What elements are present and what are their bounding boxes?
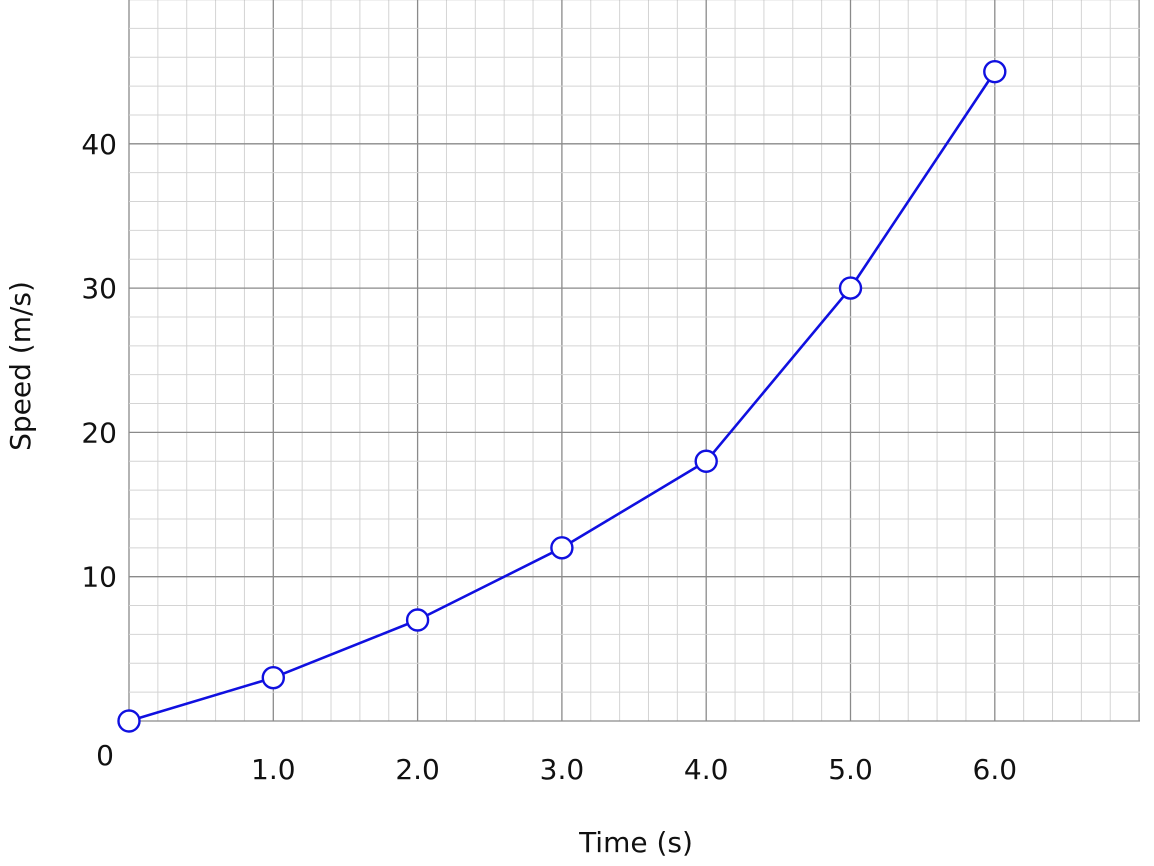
- x-tick-label: 4.0: [684, 753, 729, 786]
- grid: [128, 0, 1140, 722]
- x-tick-label: 2.0: [395, 753, 440, 786]
- y-tick-label: 20: [81, 416, 117, 449]
- origin-label: 0: [96, 739, 114, 772]
- data-point: [405, 608, 430, 632]
- y-tick-labels: 10 20 30 40: [81, 128, 117, 594]
- data-point: [261, 666, 285, 690]
- data-point: [983, 59, 1007, 84]
- y-tick-label: 30: [81, 272, 117, 305]
- data-point: [117, 709, 141, 733]
- x-tick-label: 3.0: [540, 753, 585, 786]
- x-tick-label: 1.0: [251, 753, 296, 786]
- data-series: [117, 59, 1007, 733]
- x-axis-label: Time (s): [578, 826, 693, 859]
- data-point: [550, 536, 574, 560]
- data-point: [694, 449, 718, 473]
- x-tick-labels: 1.0 2.0 3.0 4.0 5.0 6.0: [251, 753, 1017, 786]
- y-axis-label: Speed (m/s): [4, 281, 37, 451]
- data-point: [838, 276, 863, 300]
- y-tick-label: 10: [81, 561, 117, 594]
- x-tick-label: 5.0: [828, 753, 873, 786]
- x-tick-label: 6.0: [973, 753, 1018, 786]
- y-tick-label: 40: [81, 128, 117, 161]
